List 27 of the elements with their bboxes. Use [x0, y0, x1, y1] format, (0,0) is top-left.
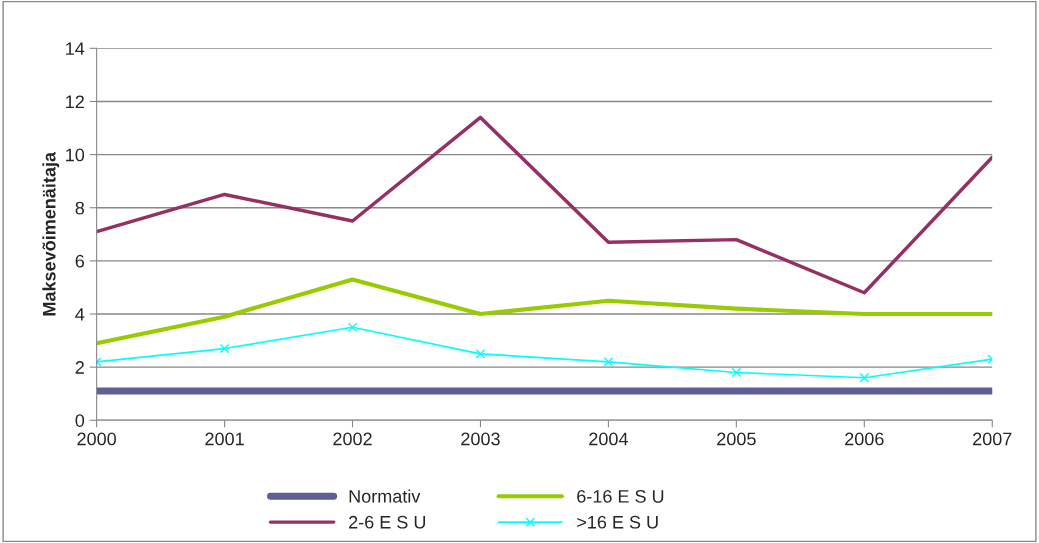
x-tick-label: 2004: [589, 432, 628, 446]
y-axis-title: Maksevõimenäitaja: [42, 151, 60, 316]
y-tick-label: 8: [75, 201, 85, 215]
x-tick-label: 2007: [973, 432, 1012, 446]
point: [603, 356, 614, 367]
x-tick-label: 2002: [333, 432, 372, 446]
legend-label: Normativ: [349, 489, 421, 503]
x-tick-label: 2000: [77, 432, 117, 446]
y-tick-label: 2: [75, 361, 84, 374]
point: [219, 343, 230, 354]
point: [475, 348, 486, 359]
y-tick-label: 6: [75, 254, 85, 268]
point: [859, 372, 870, 383]
legend-label: 6-16 E S U: [577, 489, 664, 503]
x-tick-label: 2001: [205, 432, 244, 446]
x-tick-label: 2003: [461, 432, 500, 446]
x-tick-label: 2005: [717, 432, 756, 446]
y-tick-label: 14: [66, 42, 85, 55]
point: [731, 367, 742, 378]
legend-label: >16 E S U: [577, 515, 658, 529]
point: [347, 322, 358, 333]
y-tick-label: 4: [75, 308, 85, 321]
x-tick-label: 2006: [845, 432, 884, 446]
y-tick-label: 12: [66, 95, 84, 109]
legend-label: 2-6 E S U: [349, 515, 426, 529]
y-tick-label: 10: [66, 148, 85, 162]
y-tick-label: 0: [75, 414, 85, 427]
